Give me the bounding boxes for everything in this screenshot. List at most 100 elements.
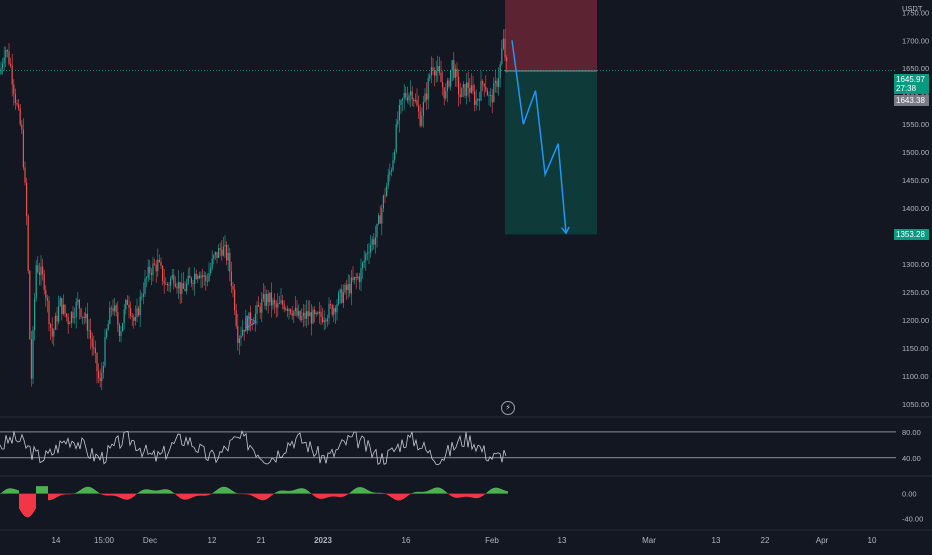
histogram-bar bbox=[388, 493, 389, 496]
candle-body bbox=[69, 322, 71, 325]
projection-path[interactable] bbox=[245, 40, 570, 329]
candle-body bbox=[110, 307, 112, 309]
histogram-bar bbox=[154, 490, 155, 494]
histogram-bar bbox=[276, 492, 277, 494]
histogram-bar bbox=[394, 493, 395, 500]
candle-body bbox=[142, 293, 144, 297]
histogram-bar bbox=[431, 489, 432, 494]
candle-body bbox=[118, 324, 120, 336]
histogram-bar bbox=[188, 493, 189, 500]
histogram-bar bbox=[151, 490, 152, 494]
candle-body bbox=[462, 84, 464, 88]
histogram-bar bbox=[99, 493, 100, 494]
histogram-bar bbox=[3, 491, 4, 494]
lightning-icon[interactable]: ⚡ bbox=[501, 401, 515, 415]
candle-body bbox=[131, 315, 133, 317]
histogram-bar bbox=[89, 486, 90, 494]
histogram-bar bbox=[203, 493, 204, 496]
candle-body bbox=[285, 308, 287, 310]
position-tool[interactable] bbox=[505, 0, 597, 235]
candle-body bbox=[501, 48, 503, 65]
histogram-bar bbox=[334, 493, 335, 497]
candle-body bbox=[272, 300, 274, 306]
price-tick-label: 1050.00 bbox=[902, 400, 929, 409]
candle-body bbox=[325, 320, 327, 322]
histogram-bar bbox=[275, 492, 276, 494]
histogram-bar bbox=[71, 493, 72, 495]
histogram-bar bbox=[440, 488, 441, 494]
histogram-bar bbox=[187, 493, 188, 500]
histogram-bar bbox=[176, 493, 177, 496]
histogram-bar bbox=[360, 487, 361, 494]
histogram-bar bbox=[172, 491, 173, 494]
candle-body bbox=[243, 329, 245, 332]
price-tick-label: 1150.00 bbox=[902, 344, 929, 353]
candle-body bbox=[126, 300, 128, 305]
candle-body bbox=[490, 94, 492, 96]
histogram-bar bbox=[48, 493, 49, 501]
candle-body bbox=[288, 309, 290, 312]
histogram-bar bbox=[30, 493, 31, 517]
histogram-bar bbox=[27, 493, 28, 518]
histogram-bar bbox=[401, 493, 402, 500]
candle-body bbox=[114, 305, 116, 312]
candle-body bbox=[293, 311, 295, 316]
histogram-bar bbox=[487, 491, 488, 494]
projection-arrowhead bbox=[561, 226, 570, 235]
candle-body bbox=[286, 308, 288, 312]
histogram-bar bbox=[344, 493, 345, 497]
candle-body bbox=[165, 283, 167, 285]
bar-countdown: 27:38 bbox=[896, 84, 917, 93]
histogram-bar bbox=[507, 491, 508, 494]
histogram-bar bbox=[257, 493, 258, 499]
histogram-bar bbox=[145, 489, 146, 494]
candle-body bbox=[210, 267, 212, 274]
candle-body bbox=[411, 91, 413, 100]
candle-body bbox=[94, 348, 96, 354]
candle-body bbox=[416, 99, 418, 106]
histogram-bar bbox=[58, 493, 59, 497]
histogram-bar bbox=[243, 493, 244, 495]
histogram-bar bbox=[139, 491, 140, 494]
histogram-bar bbox=[1, 492, 2, 494]
candle-body bbox=[294, 307, 296, 312]
histogram-bar bbox=[222, 486, 223, 494]
histogram-bar bbox=[253, 493, 254, 497]
histogram-bar bbox=[371, 491, 372, 494]
candle-body bbox=[346, 284, 348, 290]
histogram-bar bbox=[488, 491, 489, 494]
time-axis[interactable]: 14 15:00 Dec 12 21 2023 16 Feb 13 Mar 13 22 Apr 10 bbox=[52, 536, 877, 545]
candle-body bbox=[256, 304, 258, 314]
histogram-bar bbox=[155, 490, 156, 494]
candle-body bbox=[181, 283, 183, 294]
candle-body bbox=[360, 268, 362, 282]
histogram-bar bbox=[200, 493, 201, 496]
histogram-bar bbox=[305, 489, 306, 494]
histogram-bar bbox=[108, 493, 109, 496]
price-tick-label: 1300.00 bbox=[902, 260, 929, 269]
candle-body bbox=[354, 276, 356, 281]
histogram-bar bbox=[38, 486, 39, 494]
histogram-bar bbox=[467, 493, 468, 497]
histogram-bar bbox=[466, 493, 467, 497]
histogram-bar bbox=[449, 493, 450, 495]
candle-body bbox=[277, 303, 279, 308]
histogram-bar bbox=[317, 493, 318, 499]
candle-body bbox=[21, 124, 23, 130]
candle-body bbox=[5, 50, 7, 58]
histogram-bar bbox=[267, 493, 268, 499]
histogram-bar bbox=[25, 493, 26, 517]
drawing-marker bbox=[245, 315, 257, 329]
currency-label: USDT bbox=[902, 4, 923, 13]
candle-body bbox=[482, 80, 484, 84]
candle-body bbox=[304, 312, 306, 319]
histogram-bar bbox=[106, 493, 107, 496]
histogram-bar bbox=[119, 493, 120, 498]
candle-body bbox=[488, 95, 490, 96]
histogram-bar bbox=[438, 487, 439, 494]
histogram-bar bbox=[325, 493, 326, 499]
histogram-bar bbox=[372, 492, 373, 494]
histogram-bar bbox=[454, 493, 455, 498]
histogram-bar bbox=[232, 490, 233, 494]
